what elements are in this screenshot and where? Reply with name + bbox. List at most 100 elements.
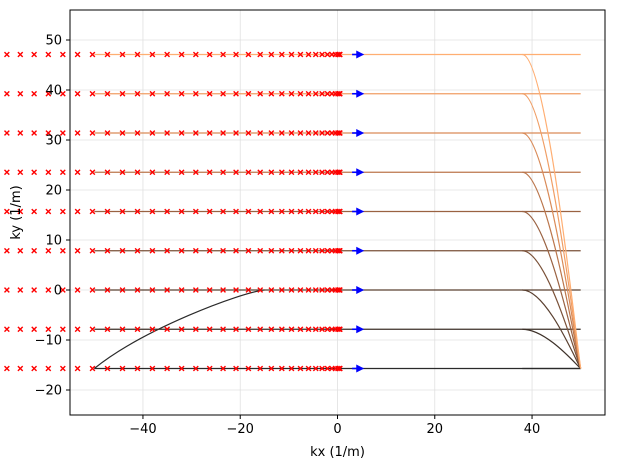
sample-marker (89, 247, 96, 254)
sample-marker (220, 90, 226, 97)
sample-marker (312, 326, 319, 333)
sample-marker (319, 130, 325, 136)
sample-marker (134, 247, 141, 254)
sample-marker (17, 208, 24, 215)
sample-marker (3, 365, 10, 372)
sample-marker (312, 287, 319, 293)
sample-marker (305, 365, 312, 372)
sample-marker (297, 130, 304, 136)
sample-marker (305, 287, 312, 293)
y-tick-label: −20 (35, 384, 62, 399)
sample-marker (31, 169, 38, 176)
sample-marker (337, 208, 343, 215)
sample-marker (134, 287, 141, 293)
sample-marker (45, 169, 52, 176)
sample-marker (245, 247, 252, 254)
sample-marker (164, 208, 171, 215)
x-tick-label: 20 (426, 422, 443, 437)
sample-marker (74, 130, 81, 136)
sample-marker (245, 326, 252, 333)
sample-marker (268, 326, 275, 333)
sample-marker (104, 130, 111, 136)
sample-marker (104, 247, 111, 254)
sample-marker (45, 365, 52, 372)
sample-marker (220, 130, 226, 136)
sample-marker (278, 130, 285, 136)
sample-marker (297, 247, 304, 254)
sample-marker (178, 51, 185, 58)
sample-marker (104, 51, 111, 58)
sample-marker (89, 51, 96, 58)
sample-marker (206, 90, 213, 97)
sample-marker (192, 90, 199, 97)
sample-marker (324, 169, 331, 176)
sample-marker (278, 287, 285, 293)
sample-marker (312, 208, 319, 215)
sample-marker (17, 51, 24, 58)
sample-marker (297, 287, 304, 293)
sample-marker (337, 51, 343, 58)
sample-marker (288, 130, 295, 136)
sample-marker (17, 287, 24, 293)
sample-marker (45, 208, 52, 215)
sample-marker (257, 130, 264, 136)
sample-marker (337, 130, 343, 136)
sample-marker (324, 287, 331, 293)
sample-marker (257, 326, 264, 333)
sample-marker (206, 247, 213, 254)
sample-marker (324, 51, 331, 58)
x-tick-label: 40 (524, 422, 541, 437)
sample-marker (268, 51, 275, 58)
sample-marker (104, 287, 111, 293)
arrow-head (356, 207, 365, 216)
sample-marker (312, 51, 319, 58)
sample-marker (324, 326, 331, 333)
sample-marker (335, 90, 341, 97)
sample-marker (74, 365, 81, 372)
sample-marker (206, 169, 213, 176)
sample-marker (335, 287, 341, 293)
sample-marker (324, 247, 331, 254)
sample-marker (268, 365, 275, 372)
sample-marker (297, 326, 304, 333)
sample-marker (3, 169, 10, 176)
sample-marker (288, 51, 295, 58)
sample-marker (312, 365, 319, 372)
sample-marker (149, 51, 156, 58)
sample-marker (297, 51, 304, 58)
sample-marker (89, 365, 96, 372)
sample-marker (319, 208, 325, 215)
sample-marker (312, 90, 319, 97)
x-tick-label: −20 (227, 422, 254, 437)
sample-marker (31, 208, 38, 215)
sample-marker (233, 326, 239, 333)
sample-marker (17, 169, 24, 176)
sample-marker (288, 208, 295, 215)
sample-marker (305, 169, 312, 176)
sample-marker (206, 326, 213, 333)
sample-marker (245, 365, 252, 372)
sample-marker (319, 169, 325, 176)
sample-markers (3, 51, 343, 372)
sample-marker (278, 51, 285, 58)
sample-marker (335, 326, 341, 333)
grid (70, 10, 605, 415)
sample-marker (288, 326, 295, 333)
sample-marker (233, 208, 239, 215)
sample-marker (104, 326, 111, 333)
sample-marker (149, 208, 156, 215)
sample-marker (335, 130, 341, 136)
sample-marker (192, 326, 199, 333)
sample-marker (288, 90, 295, 97)
y-tick-label: 0 (54, 284, 62, 299)
sample-marker (149, 287, 156, 293)
sample-marker (220, 208, 226, 215)
sample-marker (233, 130, 239, 136)
sample-marker (324, 208, 331, 215)
sample-marker (268, 130, 275, 136)
sample-marker (89, 130, 96, 136)
sample-marker (220, 326, 226, 333)
sample-marker (119, 130, 126, 136)
sample-marker (257, 287, 264, 293)
